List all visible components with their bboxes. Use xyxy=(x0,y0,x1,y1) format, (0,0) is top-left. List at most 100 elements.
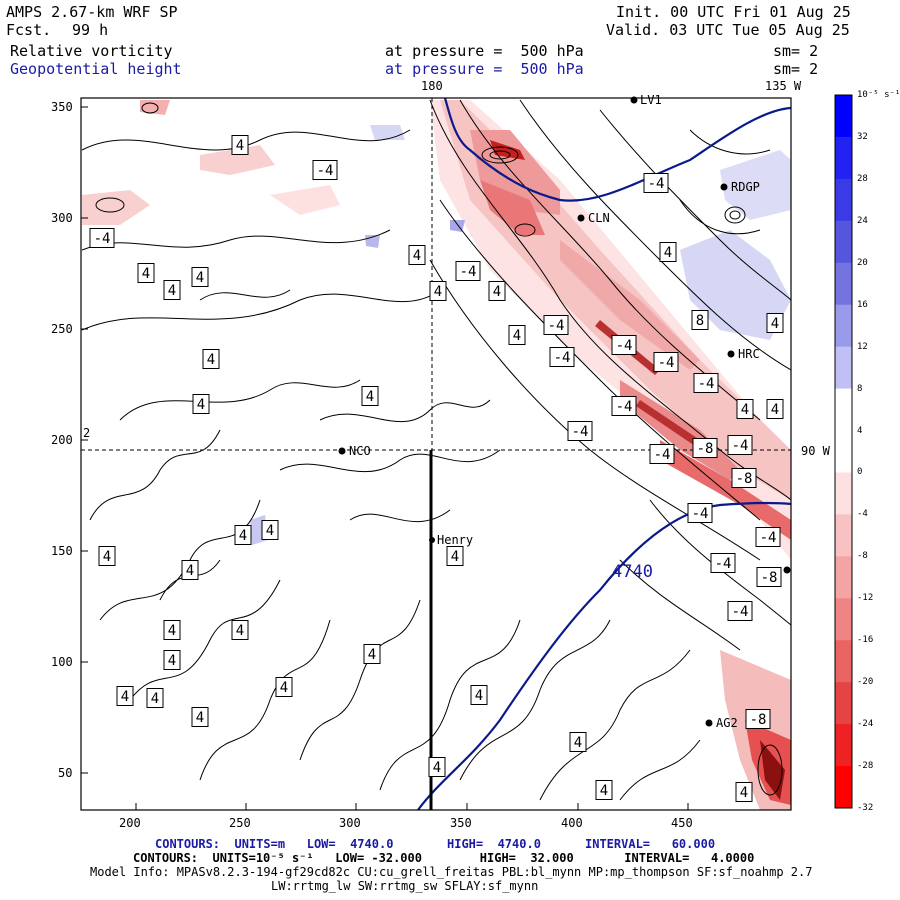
contour-label-box xyxy=(710,553,736,573)
left-edge-marker: 2 xyxy=(83,426,91,440)
colorbar-cell xyxy=(835,556,852,599)
contour-label-box xyxy=(488,281,506,301)
contour-label-box xyxy=(766,313,784,333)
contour-label-text: 4 xyxy=(574,735,582,751)
contour-label-box xyxy=(567,421,593,441)
contour-label-box xyxy=(163,620,181,640)
contour-label-text: -4 xyxy=(460,264,477,280)
contour-label-box xyxy=(736,399,754,419)
contour-label-box xyxy=(727,601,753,621)
x-tick-450: 450 xyxy=(671,816,693,830)
contour-label-text: -8 xyxy=(750,712,767,728)
contour-label-box xyxy=(611,396,637,416)
contour-label-text: 4 xyxy=(433,760,441,776)
contour-label-text: 4 xyxy=(151,691,159,707)
colorbar-label: 4 xyxy=(857,425,863,436)
colorbar xyxy=(834,94,853,809)
valid-time: Valid. 03 UTC Tue 05 Aug 25 xyxy=(606,21,850,39)
colorbar-cell xyxy=(835,304,852,348)
field-vorticity: Relative vorticity xyxy=(10,42,173,60)
contour-label-box xyxy=(731,468,757,488)
contour-label-text: 4 xyxy=(196,710,204,726)
contour-label-text: -4 xyxy=(732,604,749,620)
contour-label-box xyxy=(446,546,464,566)
contour-label-box xyxy=(408,245,426,265)
colorbar-cell xyxy=(835,724,852,767)
colorbar-cell xyxy=(835,220,852,264)
x-tick-350: 350 xyxy=(450,816,472,830)
contour-label-text: 4 xyxy=(475,688,483,704)
colorbar-cell xyxy=(835,472,852,515)
model-info-radiation: LW:rrtmg_lw SW:rrtmg_sw SFLAY:sf_mynn xyxy=(271,879,539,893)
contour-label-box xyxy=(98,546,116,566)
colorbar-cell xyxy=(835,598,852,641)
vorticity-contours xyxy=(81,99,791,801)
contour-label-text: -4 xyxy=(698,376,715,392)
model-title: AMPS 2.67-km WRF SP xyxy=(6,3,178,21)
field-height-level: at pressure = 500 hPa xyxy=(385,60,584,78)
contour-label-text: -4 xyxy=(732,438,749,454)
init-time: Init. 00 UTC Fri 01 Aug 25 xyxy=(616,3,851,21)
contour-label-text: -4 xyxy=(94,231,111,247)
contour-label-box xyxy=(691,310,709,330)
contour-label-text: 4 xyxy=(186,563,194,579)
colorbar-label: -12 xyxy=(857,593,874,604)
colorbar-cell xyxy=(835,136,852,180)
station-lv1: LV1 xyxy=(640,93,662,107)
contour-label-box xyxy=(693,373,719,393)
contour-label-box xyxy=(312,160,338,180)
contour-label-text: 4 xyxy=(741,402,749,418)
contour-label-text: -4 xyxy=(616,338,633,354)
contour-label-box xyxy=(181,560,199,580)
contour-label-boxes: 4 -4 -4 4 4 4 4 4 -4 4 4 -4 -4 -4 -4 8 4 4 4 4 -4 -4 4 4 -4 -8 -4 -… xyxy=(89,135,784,802)
colorbar-label: -20 xyxy=(857,677,874,688)
contour-label-box xyxy=(643,173,669,193)
plot-frame xyxy=(80,97,792,811)
contour-label-text: -4 xyxy=(554,350,571,366)
contour-label-text: -8 xyxy=(761,570,778,586)
colorbar-cell xyxy=(835,514,852,557)
contour-label-text: -4 xyxy=(654,447,671,463)
colorbar-label: -16 xyxy=(857,635,874,646)
colorbar-cell xyxy=(835,430,852,473)
station-nco: NCO xyxy=(349,444,371,458)
contour-label-box xyxy=(735,782,753,802)
contour-label-box xyxy=(231,620,249,640)
contour-label-text: -4 xyxy=(616,399,633,415)
contour-label-box xyxy=(659,242,677,262)
contour-label-box xyxy=(766,399,784,419)
contour-label-text: 4 xyxy=(600,783,608,799)
contour-label-text: -8 xyxy=(736,471,753,487)
contour-label-box xyxy=(692,438,718,458)
contour-label-box xyxy=(611,335,637,355)
model-info: Model Info: MPASv8.2.3-194-gf29cd82c CU:… xyxy=(90,865,813,879)
contour-label-box xyxy=(191,707,209,727)
contour-label-text: -4 xyxy=(648,176,665,192)
contour-label-box xyxy=(231,135,249,155)
contour-label-box xyxy=(745,709,771,729)
contour-label-text: 4 xyxy=(513,328,521,344)
contour-label-box xyxy=(146,688,164,708)
contour-label-text: 4 xyxy=(239,528,247,544)
contour-label-text: 4 xyxy=(236,623,244,639)
contour-label-text: 4 xyxy=(207,352,215,368)
height-contour-high: HIGH= 4740.0 xyxy=(447,837,541,851)
contour-label-text: 4 xyxy=(664,245,672,261)
contour-label-box xyxy=(727,435,753,455)
contour-label-text: 4 xyxy=(493,284,501,300)
longitude-label-180: 180 xyxy=(421,79,443,93)
field-height-smoothing: sm= 2 xyxy=(773,60,819,78)
contour-label-box xyxy=(508,325,526,345)
contour-label-text: 4 xyxy=(451,549,459,565)
longitude-label-135w: 135 W xyxy=(765,79,802,93)
colorbar-cell xyxy=(835,95,852,138)
colorbar-label: -28 xyxy=(857,761,874,772)
contour-label-box xyxy=(89,228,115,248)
y-tick-300: 300 xyxy=(51,211,73,225)
contour-label-box xyxy=(428,757,446,777)
contour-label-box xyxy=(192,394,210,414)
station-henry: Henry xyxy=(437,533,474,547)
contour-label-box xyxy=(163,650,181,670)
station-hrc: HRC xyxy=(738,347,760,361)
contour-label-text: 4 xyxy=(368,647,376,663)
